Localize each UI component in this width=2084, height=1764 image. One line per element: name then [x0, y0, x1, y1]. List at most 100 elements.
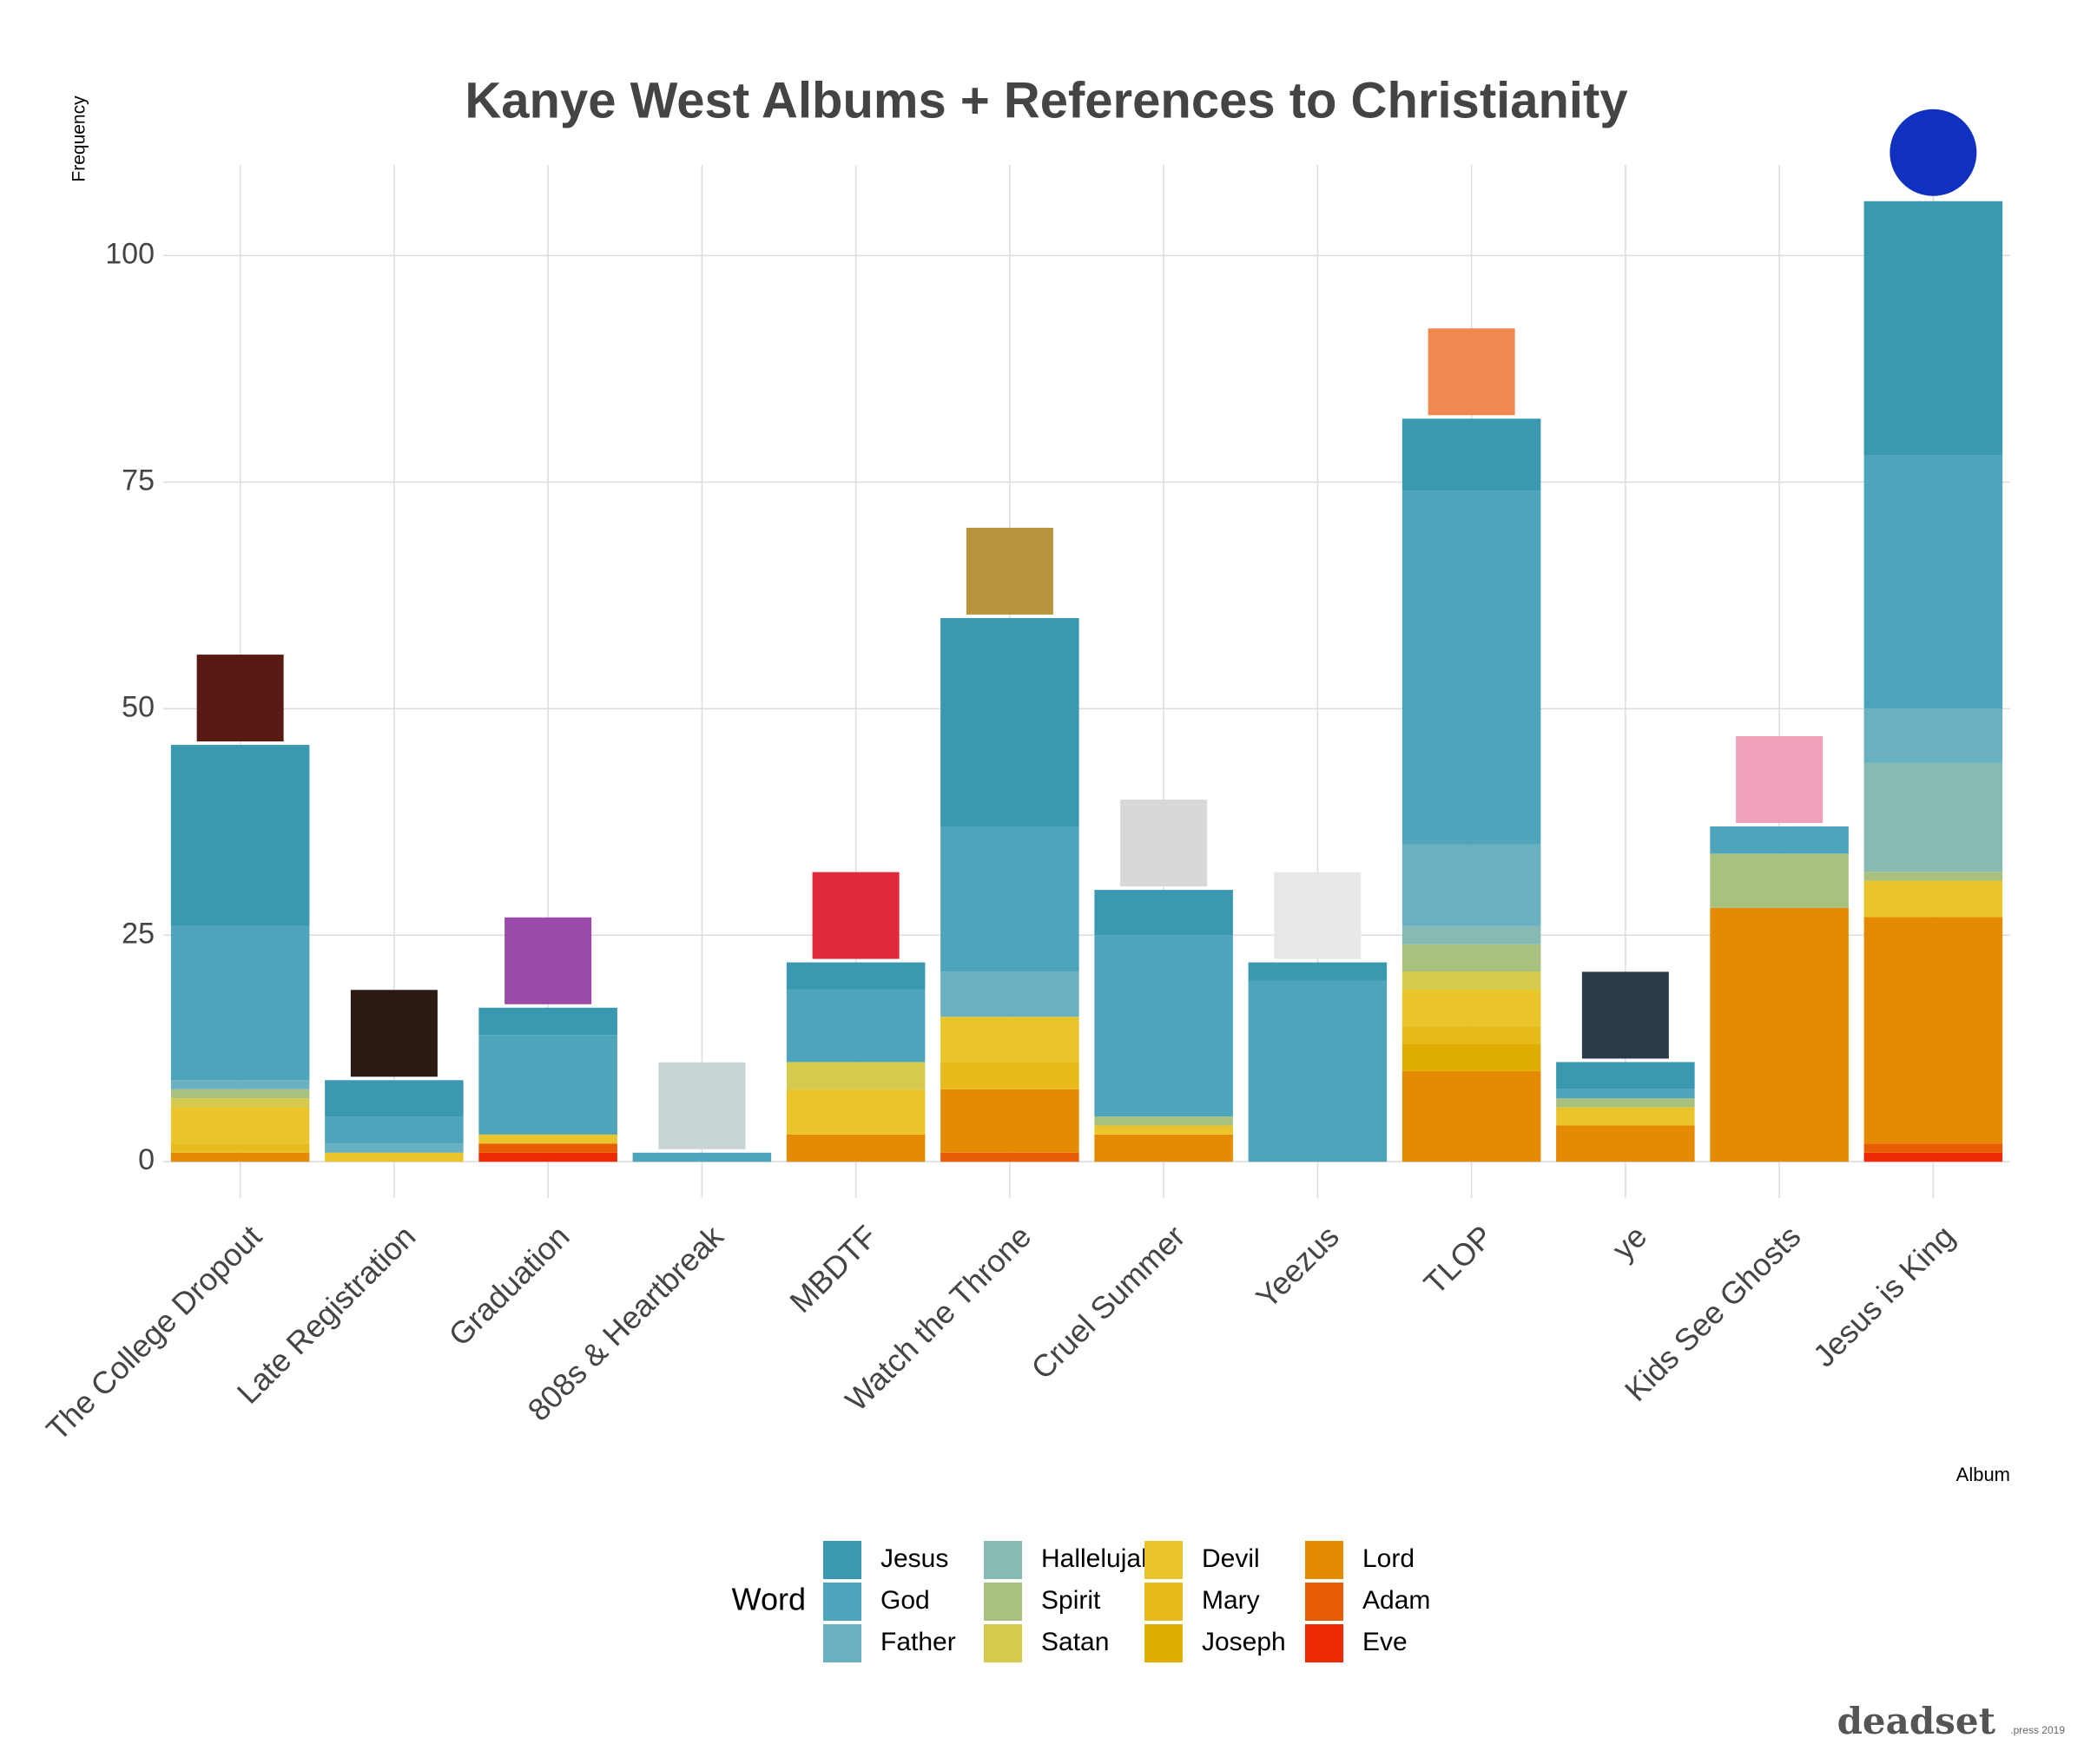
bar-segment [1401, 844, 1541, 926]
y-tick-label: 75 [122, 464, 155, 497]
x-tick-label: MBDTF [782, 1218, 884, 1320]
album-cover [1581, 971, 1669, 1059]
bar-segment [940, 617, 1079, 827]
bar-segment [786, 1134, 926, 1162]
legend-swatch [984, 1583, 1022, 1621]
bar-segment [940, 971, 1079, 1017]
legend-swatch [1144, 1583, 1183, 1621]
bar-segment [325, 1116, 464, 1144]
bar-segment [1710, 826, 1849, 854]
footer-note: .press 2019 [2010, 1724, 2065, 1736]
bar-segment [1863, 201, 2003, 456]
bar-segment [325, 1080, 464, 1117]
legend-label: Jesus [880, 1544, 948, 1573]
y-tick-label: 100 [105, 237, 155, 270]
bar-segment [1863, 1143, 2003, 1153]
bar-segment [940, 826, 1079, 972]
legend-swatch [984, 1541, 1022, 1579]
legend-label: Lord [1362, 1544, 1415, 1573]
bar-segment [170, 745, 310, 926]
album-cover [812, 872, 900, 959]
bar-segment [1094, 935, 1233, 1117]
bar-segment [1863, 762, 2003, 872]
bar-segment [1863, 1152, 2003, 1162]
bar-segment [1863, 455, 2003, 709]
x-tick-label: The College Dropout [39, 1218, 268, 1447]
bar-segment [1401, 490, 1541, 845]
bar-segment [1401, 1025, 1541, 1044]
bar-segment [478, 1143, 617, 1153]
legend-swatch [1305, 1624, 1343, 1662]
bar-segment [325, 1152, 464, 1162]
bar-segment [940, 1062, 1079, 1089]
bar-segment [1556, 1098, 1695, 1108]
y-tick-label: 25 [122, 917, 155, 950]
legend-swatch [1305, 1541, 1343, 1579]
bar-segment [1556, 1107, 1695, 1126]
bar-segment [1248, 962, 1388, 981]
bar-segment [170, 925, 310, 1081]
bar-segment [1710, 853, 1849, 908]
bar-segment [1556, 1089, 1695, 1099]
bar-segment [1401, 1070, 1541, 1162]
bar-segment [170, 1098, 310, 1108]
x-tick-label: TLOP [1417, 1218, 1500, 1300]
bar-segment [1401, 971, 1541, 990]
bar-segment [170, 1080, 310, 1089]
bar-segment [325, 1143, 464, 1153]
album-cover [1274, 872, 1362, 959]
chart-title: Kanye West Albums + References to Christ… [465, 72, 1627, 128]
album-cover [196, 655, 284, 742]
legend-swatch [984, 1624, 1022, 1662]
bar-segment [786, 989, 926, 1063]
legend-label: Father [880, 1628, 956, 1656]
bar-segment [940, 1152, 1079, 1162]
bar-segment [1094, 1125, 1233, 1135]
y-tick-label: 0 [138, 1143, 155, 1176]
legend-label: Satan [1041, 1628, 1109, 1656]
legend-swatch [1144, 1541, 1183, 1579]
bar-segment [170, 1143, 310, 1153]
bar-segment [1401, 989, 1541, 1026]
album-cover [1889, 109, 1977, 196]
bar-segment [940, 1089, 1079, 1153]
bar-segment [1863, 872, 2003, 881]
x-tick-label: Graduation [442, 1218, 577, 1353]
bar-segment [170, 1152, 310, 1162]
legend-label: Adam [1362, 1586, 1430, 1615]
legend-label: Eve [1362, 1628, 1408, 1656]
legend-swatch [823, 1624, 861, 1662]
legend-swatch [823, 1541, 861, 1579]
bar-segment [1401, 1043, 1541, 1071]
album-cover [1120, 800, 1208, 887]
legend-label: Mary [1202, 1586, 1260, 1615]
album-cover [658, 1062, 746, 1149]
legend-label: Joseph [1202, 1628, 1286, 1656]
bar-segment [1401, 925, 1541, 945]
album-cover [1736, 736, 1824, 824]
bar-segment [1863, 917, 2003, 1144]
y-tick-label: 50 [122, 690, 155, 723]
bar-segment [478, 1007, 617, 1036]
bar-segment [1710, 907, 1849, 1162]
bar-segment [478, 1152, 617, 1162]
album-cover [966, 527, 1053, 615]
bar-segment [1094, 890, 1233, 936]
bar-segment [1248, 980, 1388, 1162]
x-tick-label: Yeezus [1249, 1218, 1346, 1315]
bar-segment [632, 1152, 772, 1162]
bar-segment [1556, 1125, 1695, 1162]
legend-swatch [1305, 1583, 1343, 1621]
x-axis-label: Album [1956, 1464, 2010, 1485]
y-axis-label: Frequency [69, 95, 89, 182]
bar-segment [786, 1062, 926, 1089]
legend-label: Devil [1202, 1544, 1260, 1573]
album-cover [350, 990, 438, 1077]
bar-segment [170, 1089, 310, 1099]
x-tick-label: Jesus is King [1806, 1218, 1962, 1373]
x-tick-label: ye [1605, 1218, 1653, 1267]
x-tick-label: Cruel Summer [1024, 1218, 1191, 1386]
bar-segment [940, 1017, 1079, 1063]
